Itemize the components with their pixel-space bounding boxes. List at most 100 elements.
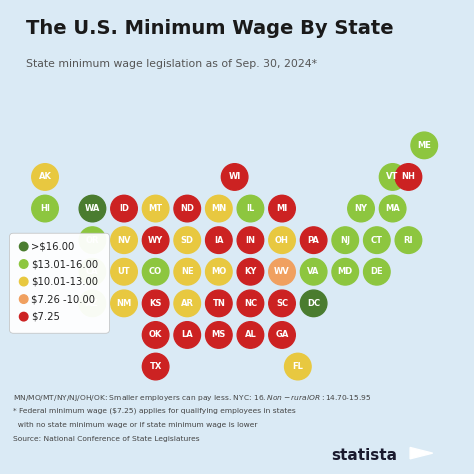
Text: MN/MO/MT/NY/NJ/OH/OK: Smaller employers can pay less. NYC: $16. Non-rural OR: $1: MN/MO/MT/NY/NJ/OH/OK: Smaller employers … [13, 393, 372, 403]
Text: SC: SC [276, 299, 288, 308]
Circle shape [237, 258, 264, 285]
Circle shape [174, 195, 201, 222]
Text: VT: VT [386, 173, 399, 182]
Text: FL: FL [292, 362, 303, 371]
Text: DE: DE [371, 267, 383, 276]
Text: MS: MS [212, 330, 226, 339]
Circle shape [411, 132, 438, 159]
Circle shape [237, 322, 264, 348]
Text: KS: KS [149, 299, 162, 308]
Text: KY: KY [244, 267, 256, 276]
Circle shape [284, 353, 311, 380]
Circle shape [111, 195, 137, 222]
Text: The U.S. Minimum Wage By State: The U.S. Minimum Wage By State [26, 19, 394, 38]
Circle shape [111, 227, 137, 254]
Text: WY: WY [148, 236, 163, 245]
Text: NH: NH [401, 173, 415, 182]
Text: GA: GA [275, 330, 289, 339]
Text: HI: HI [40, 204, 50, 213]
Text: CA: CA [86, 267, 99, 276]
Circle shape [142, 227, 169, 254]
Text: $10.01-13.00: $10.01-13.00 [31, 276, 98, 287]
Circle shape [79, 290, 106, 317]
Circle shape [269, 322, 295, 348]
Text: IA: IA [214, 236, 224, 245]
Text: AR: AR [181, 299, 194, 308]
Circle shape [301, 290, 327, 317]
Circle shape [395, 227, 422, 254]
Circle shape [206, 322, 232, 348]
Circle shape [269, 290, 295, 317]
Circle shape [79, 258, 106, 285]
Circle shape [301, 227, 327, 254]
Text: MO: MO [211, 267, 227, 276]
Text: $7.25: $7.25 [31, 311, 60, 322]
Polygon shape [410, 447, 433, 459]
Text: statista: statista [331, 448, 397, 464]
Text: WI: WI [228, 173, 241, 182]
Text: NV: NV [117, 236, 131, 245]
Text: NE: NE [181, 267, 193, 276]
Text: WV: WV [274, 267, 290, 276]
Text: AL: AL [245, 330, 256, 339]
Text: OR: OR [86, 236, 99, 245]
Text: with no state minimum wage or if state minimum wage is lower: with no state minimum wage or if state m… [13, 422, 258, 428]
Text: CO: CO [149, 267, 162, 276]
Circle shape [32, 195, 58, 222]
Circle shape [221, 164, 248, 190]
Circle shape [142, 195, 169, 222]
Text: TN: TN [212, 299, 225, 308]
Circle shape [142, 290, 169, 317]
Circle shape [237, 227, 264, 254]
Circle shape [237, 195, 264, 222]
Text: AK: AK [38, 173, 52, 182]
Circle shape [206, 227, 232, 254]
Text: ND: ND [180, 204, 194, 213]
Text: MD: MD [337, 267, 353, 276]
Text: * Federal minimum wage ($7.25) applies for qualifying employees in states: * Federal minimum wage ($7.25) applies f… [13, 408, 296, 414]
Text: $7.26 -10.00: $7.26 -10.00 [31, 294, 95, 304]
Text: MA: MA [385, 204, 400, 213]
Text: ME: ME [417, 141, 431, 150]
Circle shape [79, 227, 106, 254]
Text: UT: UT [118, 267, 130, 276]
Text: NM: NM [117, 299, 132, 308]
Circle shape [301, 258, 327, 285]
Text: NY: NY [355, 204, 367, 213]
Text: PA: PA [308, 236, 319, 245]
Text: OK: OK [149, 330, 162, 339]
Circle shape [269, 195, 295, 222]
Circle shape [332, 227, 358, 254]
Circle shape [269, 258, 295, 285]
Circle shape [206, 290, 232, 317]
Text: State minimum wage legislation as of Sep. 30, 2024*: State minimum wage legislation as of Sep… [26, 59, 317, 69]
Circle shape [111, 290, 137, 317]
Text: IL: IL [246, 204, 255, 213]
Text: AZ: AZ [86, 299, 99, 308]
Text: SD: SD [181, 236, 194, 245]
Text: CT: CT [371, 236, 383, 245]
Circle shape [332, 258, 358, 285]
Circle shape [142, 322, 169, 348]
Circle shape [142, 258, 169, 285]
Text: MN: MN [211, 204, 227, 213]
Text: NJ: NJ [340, 236, 350, 245]
Text: RI: RI [404, 236, 413, 245]
Circle shape [142, 353, 169, 380]
Circle shape [206, 258, 232, 285]
Text: TX: TX [149, 362, 162, 371]
Circle shape [269, 227, 295, 254]
Text: ID: ID [119, 204, 129, 213]
Circle shape [237, 290, 264, 317]
Text: IN: IN [246, 236, 255, 245]
Text: Source: National Conference of State Legislatures: Source: National Conference of State Leg… [13, 436, 200, 442]
Text: VA: VA [308, 267, 320, 276]
Circle shape [174, 258, 201, 285]
Circle shape [364, 227, 390, 254]
Text: NC: NC [244, 299, 257, 308]
Circle shape [395, 164, 422, 190]
Circle shape [111, 258, 137, 285]
Circle shape [348, 195, 374, 222]
Circle shape [206, 195, 232, 222]
Circle shape [79, 195, 106, 222]
